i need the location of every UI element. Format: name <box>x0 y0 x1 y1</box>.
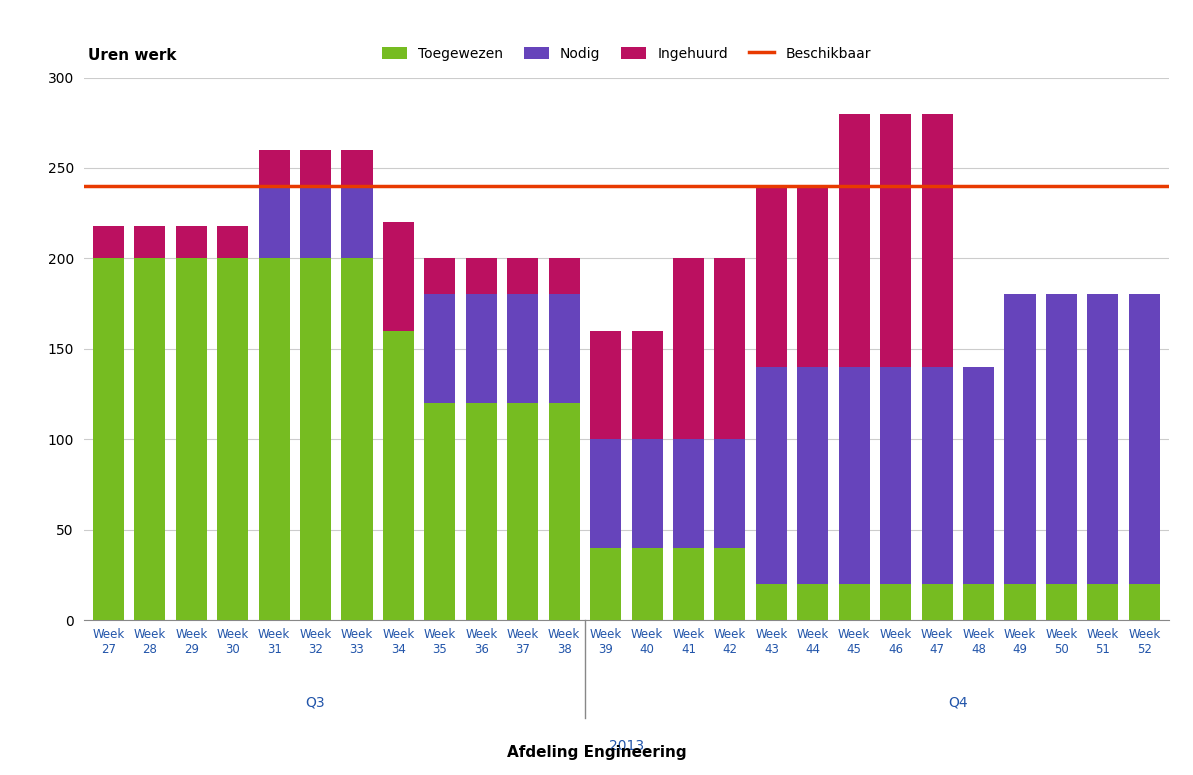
Bar <box>93 258 124 620</box>
Bar <box>715 258 746 439</box>
Bar <box>921 114 953 367</box>
Bar <box>673 439 704 548</box>
Bar <box>135 226 166 258</box>
Bar <box>880 584 911 620</box>
Text: Afdeling Engineering: Afdeling Engineering <box>507 745 686 760</box>
Bar <box>549 258 580 294</box>
Text: 2013: 2013 <box>608 739 644 753</box>
Bar <box>591 439 622 548</box>
Text: Q3: Q3 <box>305 696 326 710</box>
Bar <box>425 294 456 403</box>
Bar <box>591 331 622 439</box>
Bar <box>797 186 828 367</box>
Bar <box>299 258 332 620</box>
Bar <box>839 114 870 367</box>
Text: Uren werk: Uren werk <box>87 48 177 63</box>
Bar <box>383 331 414 620</box>
Bar <box>1087 294 1118 584</box>
Bar <box>631 548 662 620</box>
Bar <box>921 584 953 620</box>
Bar <box>217 258 248 620</box>
Bar <box>425 403 456 620</box>
Bar <box>673 258 704 439</box>
Bar <box>341 258 372 620</box>
Bar <box>839 584 870 620</box>
Bar <box>259 186 290 258</box>
Legend: Toegewezen, Nodig, Ingehuurd, Beschikbaar: Toegewezen, Nodig, Ingehuurd, Beschikbaa… <box>377 41 876 66</box>
Bar <box>1129 294 1160 584</box>
Bar <box>465 258 496 294</box>
Bar <box>549 403 580 620</box>
Bar <box>880 367 911 584</box>
Bar <box>425 258 456 294</box>
Bar <box>1129 584 1160 620</box>
Bar <box>715 548 746 620</box>
Bar <box>507 294 538 403</box>
Bar <box>1005 294 1036 584</box>
Bar <box>591 548 622 620</box>
Bar <box>465 403 496 620</box>
Bar <box>673 548 704 620</box>
Bar <box>631 331 662 439</box>
Bar <box>175 258 206 620</box>
Bar <box>507 258 538 294</box>
Bar <box>1046 294 1077 584</box>
Bar <box>756 367 787 584</box>
Bar <box>465 294 496 403</box>
Bar <box>839 367 870 584</box>
Bar <box>383 222 414 331</box>
Bar <box>507 403 538 620</box>
Bar <box>880 114 911 367</box>
Bar <box>756 186 787 367</box>
Bar <box>341 150 372 186</box>
Bar <box>1005 584 1036 620</box>
Bar <box>175 226 206 258</box>
Text: Q4: Q4 <box>948 696 968 710</box>
Bar <box>259 150 290 186</box>
Bar <box>1046 584 1077 620</box>
Bar <box>217 226 248 258</box>
Bar <box>549 294 580 403</box>
Bar <box>1087 584 1118 620</box>
Bar <box>135 258 166 620</box>
Bar <box>921 367 953 584</box>
Bar <box>341 186 372 258</box>
Bar <box>259 258 290 620</box>
Bar <box>715 439 746 548</box>
Bar <box>631 439 662 548</box>
Bar <box>299 186 332 258</box>
Bar <box>963 367 994 584</box>
Bar <box>797 584 828 620</box>
Bar <box>797 367 828 584</box>
Bar <box>93 226 124 258</box>
Bar <box>299 150 332 186</box>
Bar <box>756 584 787 620</box>
Bar <box>963 584 994 620</box>
